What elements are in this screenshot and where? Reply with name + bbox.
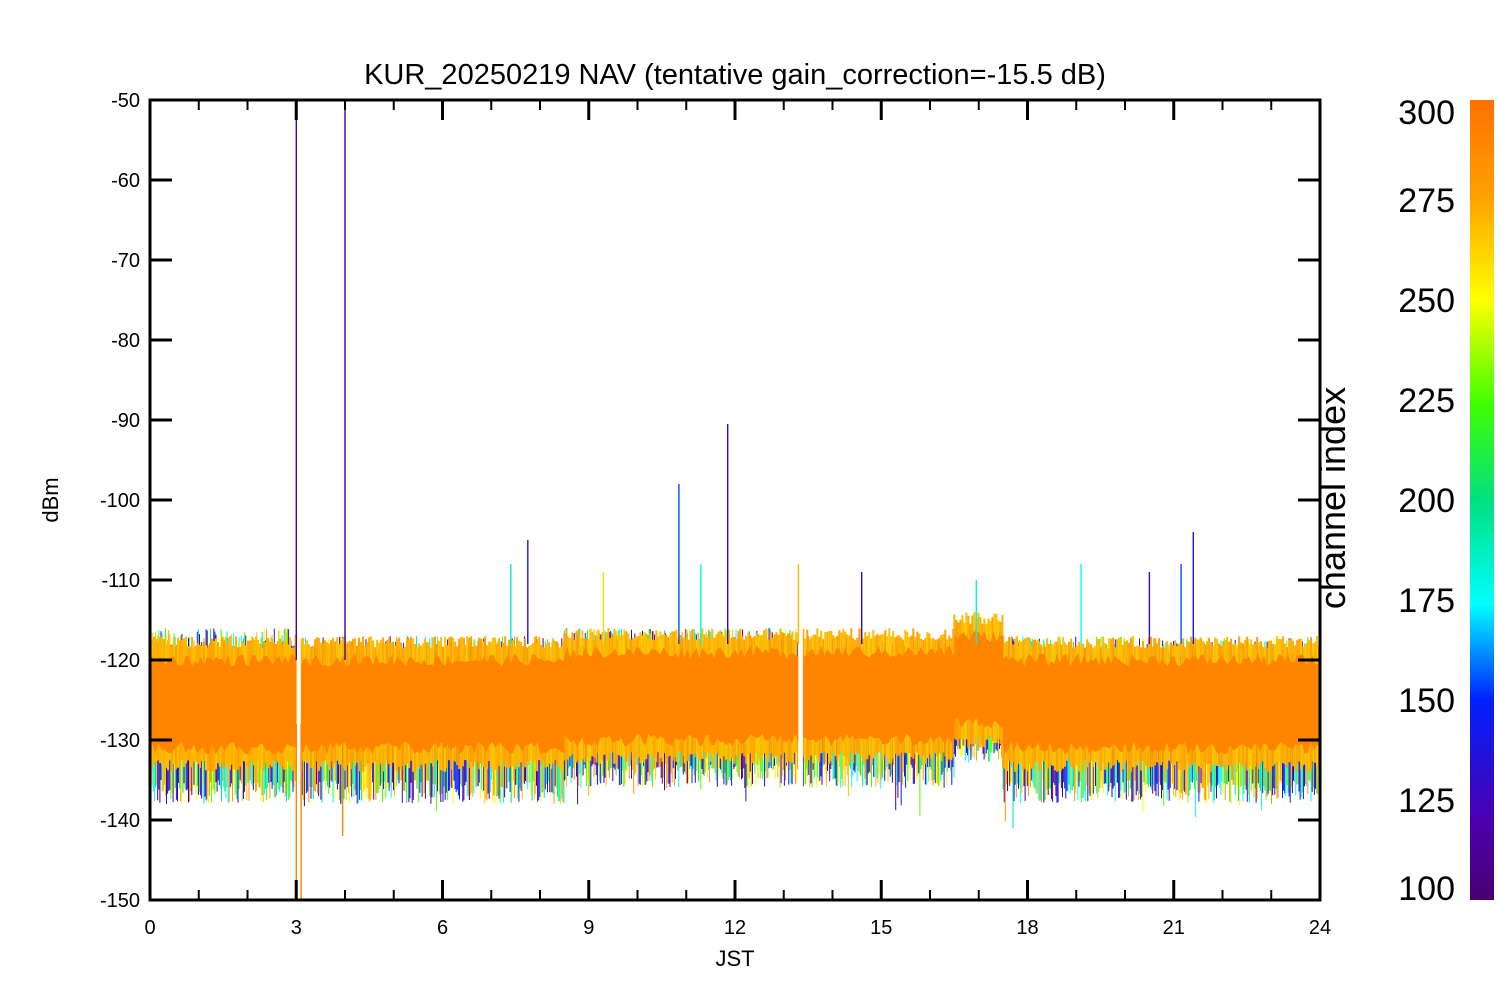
noise-core-band — [803, 645, 955, 746]
noise-core-band — [1003, 653, 1320, 755]
data-gap — [798, 612, 803, 788]
colorbar-tick-label: 275 — [1398, 182, 1455, 220]
noise-core-segment — [803, 645, 955, 746]
colorbar-tick-label: 125 — [1398, 782, 1455, 820]
noise-core-band — [954, 630, 1004, 729]
colorbar-tick-label: 150 — [1398, 682, 1455, 720]
y-tick-label: -140 — [100, 810, 140, 832]
noise-core-band — [301, 653, 565, 755]
colorbar-tick-label: 200 — [1398, 482, 1455, 520]
y-tick-label: -120 — [100, 650, 140, 672]
x-tick-label: 6 — [437, 917, 448, 939]
y-tick-label: -60 — [111, 170, 140, 192]
y-tick-label: -150 — [100, 890, 140, 912]
noise-core-segment — [954, 630, 1004, 729]
x-tick-label: 15 — [870, 917, 892, 939]
colorbar — [1470, 100, 1494, 900]
y-axis: -50 -60 -70 -80 -90 -100 -110 -120 -130 -140 -150 — [100, 90, 1320, 912]
colorbar-tick-label: 300 — [1398, 94, 1455, 132]
colorbar-tick-label: 225 — [1398, 382, 1455, 420]
x-tick-label: 21 — [1163, 917, 1185, 939]
y-axis-label: dBm — [38, 477, 63, 522]
colorbar-label: channel index — [1312, 387, 1353, 609]
noise-core-segment — [301, 653, 565, 755]
colorbar-tick-label: 250 — [1398, 282, 1455, 320]
colorbar-tick-label: 100 — [1398, 870, 1455, 908]
y-tick-label: -50 — [111, 90, 140, 112]
y-tick-label: -90 — [111, 410, 140, 432]
y-tick-label: -110 — [101, 570, 140, 592]
x-tick-label: 0 — [144, 917, 155, 939]
noise-core-segment — [564, 645, 799, 747]
y-tick-label: -130 — [100, 730, 140, 752]
plot-area — [150, 100, 1320, 900]
x-tick-label: 9 — [583, 917, 594, 939]
x-axis: 0 3 6 9 12 15 18 21 24 — [144, 100, 1331, 939]
x-axis-label: JST — [715, 946, 754, 971]
y-tick-label: -70 — [111, 250, 140, 272]
y-tick-label: -100 — [100, 490, 140, 512]
noise-core-segment — [1003, 653, 1320, 755]
noise-core-band — [564, 645, 799, 747]
chart-title: KUR_20250219 NAV (tentative gain_correct… — [364, 59, 1106, 91]
x-tick-label: 3 — [291, 917, 302, 939]
x-tick-label: 24 — [1309, 917, 1331, 939]
y-tick-label: -80 — [111, 330, 140, 352]
x-tick-label: 18 — [1016, 917, 1038, 939]
data-gap — [296, 612, 301, 788]
colorbar-ticks: 100 125 150 175 200 225 250 275 300 — [1398, 94, 1455, 908]
x-tick-label: 12 — [724, 917, 746, 939]
noise-core-band — [150, 653, 297, 755]
noise-core-segment — [150, 653, 297, 755]
colorbar-tick-label: 175 — [1398, 582, 1455, 620]
